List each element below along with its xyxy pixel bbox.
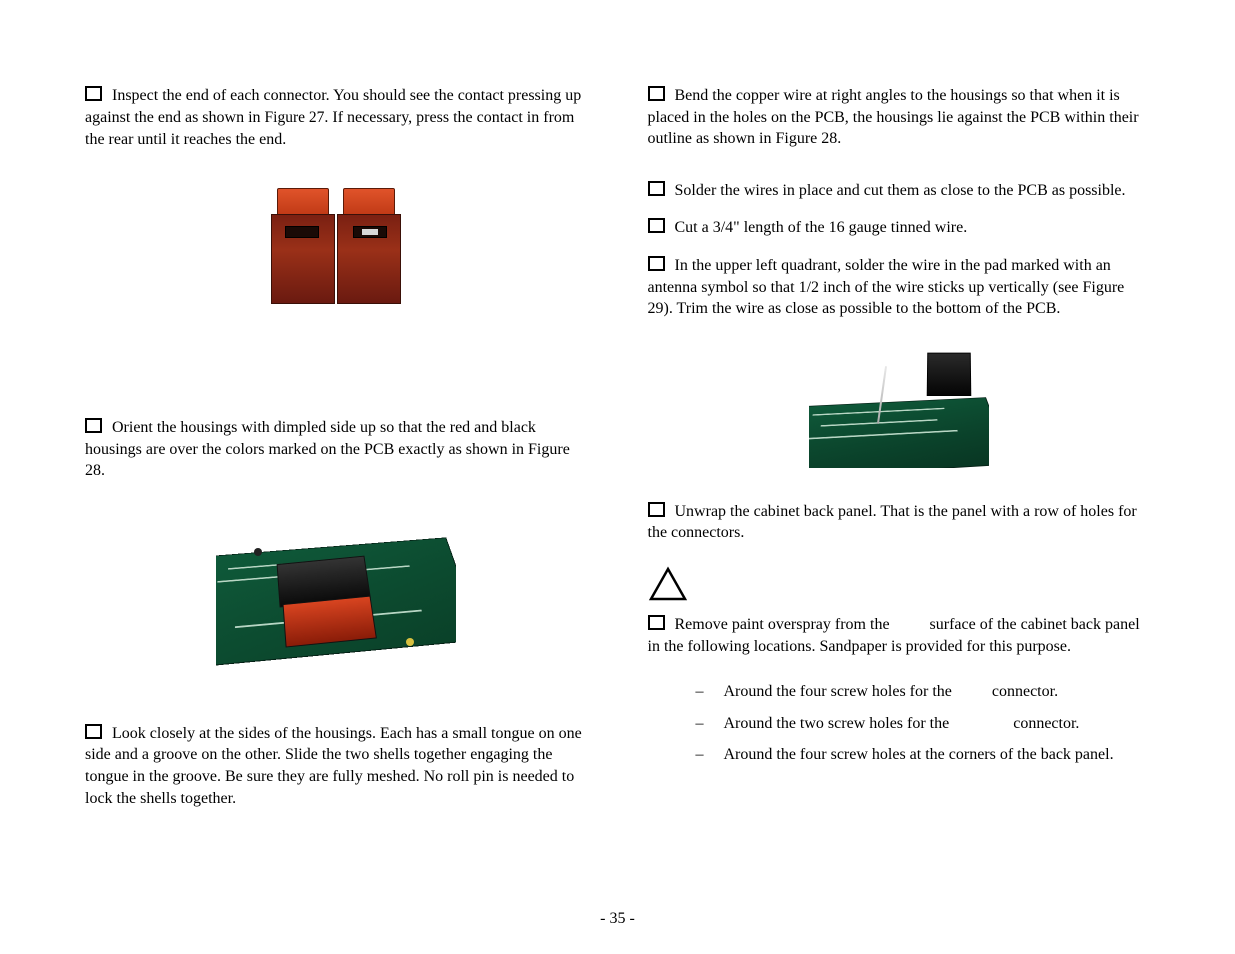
step-slide-shells: Look closely at the sides of the housing… bbox=[85, 723, 588, 809]
step-text: Look closely at the sides of the housing… bbox=[85, 725, 582, 807]
page-columns: Inspect the end of each connector. You s… bbox=[85, 85, 1150, 885]
checkbox-icon bbox=[648, 86, 665, 101]
pcb-antenna-photo bbox=[809, 348, 989, 468]
step-orient-housings: Orient the housings with dimpled side up… bbox=[85, 417, 588, 482]
checkbox-icon bbox=[85, 86, 102, 101]
step-text: Bend the copper wire at right angles to … bbox=[648, 87, 1139, 147]
step-bend-wire: Bend the copper wire at right angles to … bbox=[648, 85, 1151, 150]
caution-triangle-icon bbox=[648, 566, 1151, 602]
step-text: Orient the housings with dimpled side up… bbox=[85, 419, 570, 479]
checkbox-icon bbox=[648, 181, 665, 196]
step-text: Solder the wires in place and cut them a… bbox=[675, 182, 1126, 199]
step-antenna-solder: In the upper left quadrant, solder the w… bbox=[648, 255, 1151, 320]
step-text: In the upper left quadrant, solder the w… bbox=[648, 257, 1125, 317]
bullet-b: connector. bbox=[1009, 715, 1079, 732]
checkbox-icon bbox=[648, 256, 665, 271]
overspray-location-list: Around the four screw holes for the conn… bbox=[648, 681, 1151, 776]
bullet-a: Around the four screw holes for the bbox=[724, 683, 956, 700]
bullet-a: Around the four screw holes at the corne… bbox=[724, 746, 1114, 763]
list-item: Around the two screw holes for the conne… bbox=[696, 713, 1151, 735]
list-item: Around the four screw holes for the conn… bbox=[696, 681, 1151, 703]
figure-27 bbox=[85, 178, 588, 323]
checkbox-icon bbox=[648, 615, 665, 630]
bullet-b: connector. bbox=[988, 683, 1058, 700]
step-text: Unwrap the cabinet back panel. That is t… bbox=[648, 503, 1137, 542]
connector-photo bbox=[261, 178, 411, 318]
step-cut-wire: Cut a 3/4" length of the 16 gauge tinned… bbox=[648, 217, 1151, 239]
checkbox-icon bbox=[648, 218, 665, 233]
step-inspect-connector: Inspect the end of each connector. You s… bbox=[85, 85, 588, 150]
page-number: - 35 - bbox=[0, 910, 1235, 928]
figure-28 bbox=[85, 510, 588, 685]
step-text-a: Remove paint overspray from the bbox=[675, 616, 894, 633]
bullet-a: Around the two screw holes for the bbox=[724, 715, 954, 732]
pcb-photo bbox=[216, 510, 456, 680]
list-item: Around the four screw holes at the corne… bbox=[696, 744, 1151, 766]
figure-ref: Figure 27 bbox=[265, 109, 325, 126]
checkbox-icon bbox=[648, 502, 665, 517]
step-remove-overspray: Remove paint overspray from the surface … bbox=[648, 614, 1151, 657]
step-unwrap-panel: Unwrap the cabinet back panel. That is t… bbox=[648, 501, 1151, 544]
step-solder-wires: Solder the wires in place and cut them a… bbox=[648, 180, 1151, 202]
checkbox-icon bbox=[85, 418, 102, 433]
right-column: Bend the copper wire at right angles to … bbox=[648, 85, 1151, 885]
figure-29 bbox=[648, 348, 1151, 473]
step-text: Cut a 3/4" length of the 16 gauge tinned… bbox=[675, 219, 968, 236]
left-column: Inspect the end of each connector. You s… bbox=[85, 85, 588, 885]
checkbox-icon bbox=[85, 724, 102, 739]
